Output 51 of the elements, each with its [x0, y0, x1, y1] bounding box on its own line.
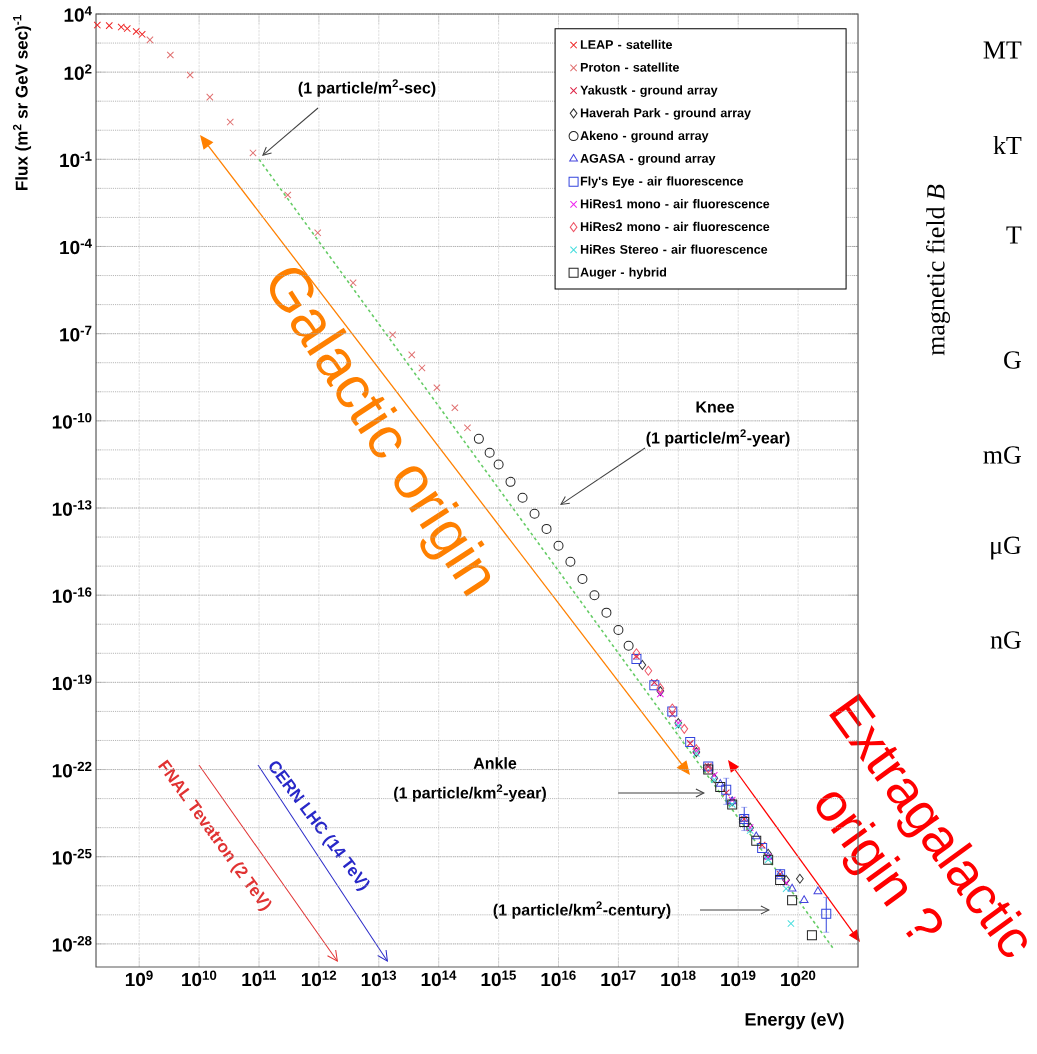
text: kT: [993, 135, 1022, 155]
text: T: [1006, 226, 1022, 244]
y-tick-label: 10$^{-28}$: [52, 936, 92, 952]
y-tick-label: 10$^{-10}$: [52, 412, 92, 429]
x-tick-label: 10$^{11}$: [242, 970, 276, 987]
y-tick-label: 10$^{-16}$: [52, 587, 92, 604]
text: nG: [990, 631, 1022, 649]
legend-label: Fly's Eye - air fluorescence: [580, 176, 744, 188]
y-axis-title: Flux (m$^{2}$ sr GeV sec)$^{-1}$: [12, 15, 32, 190]
text: mG: [983, 446, 1022, 464]
text: μG: [991, 536, 1021, 560]
x-tick-label: 10$^{13}$: [361, 970, 397, 987]
x-tick-label: 10$^{9}$: [125, 970, 153, 987]
legend-label: HiRes Stereo - air fluorescence: [580, 244, 768, 254]
x-axis-title: Energy (eV): [745, 1012, 844, 1030]
legend-label: HiRes2 mono - air fluorescence: [580, 221, 770, 232]
annotation: (1 particle/m$^{2}$-year): [646, 429, 790, 447]
annotation: (1 particle/km$^{2}$-century): [493, 901, 671, 919]
y-tick-label: 10$^{-7}$: [60, 325, 92, 342]
legend-label: Proton - satellite: [580, 62, 679, 72]
y-tick-label: 10$^{-22}$: [52, 761, 92, 778]
x-tick-label: 10$^{10}$: [182, 970, 217, 987]
legend-label: Yakustk - ground array: [580, 85, 718, 98]
legend-label: Haverah Park - ground array: [580, 108, 751, 120]
annotation: (1 particle/m$^{2}$-sec): [298, 79, 436, 97]
x-tick-label: 10$^{17}$: [601, 970, 636, 987]
annotation: Ankle: [473, 757, 517, 769]
legend-label: LEAP - satellite: [580, 39, 673, 49]
y-tick-label: 10$^{4}$: [64, 6, 92, 22]
y-tick-label: 10$^{-4}$: [60, 238, 92, 255]
annotation: (1 particle/km$^{2}$-year): [394, 784, 546, 802]
y-tick-label: 10$^{-13}$: [52, 500, 92, 516]
y-tick-label: 10$^{2}$: [64, 64, 92, 80]
legend-label: HiRes1 mono - air fluorescence: [580, 199, 770, 209]
text: magnetic field B: [926, 184, 950, 356]
x-tick-label: 10$^{18}$: [661, 970, 696, 987]
annotation: Knee: [696, 401, 735, 413]
legend-label: Auger - hybrid: [580, 267, 667, 280]
x-tick-label: 10$^{15}$: [481, 970, 516, 987]
text: MT: [983, 41, 1022, 59]
y-tick-label: 10$^{-1}$: [60, 151, 92, 168]
x-tick-label: 10$^{20}$: [781, 970, 816, 987]
x-tick-label: 10$^{19}$: [721, 970, 756, 987]
x-tick-label: 10$^{14}$: [421, 970, 457, 987]
y-tick-label: 10$^{-25}$: [52, 848, 92, 865]
x-tick-label: 10$^{16}$: [541, 970, 576, 987]
legend-label: AGASA - ground array: [580, 153, 716, 166]
y-tick-label: 10$^{-19}$: [52, 674, 92, 691]
legend-label: Akeno - ground array: [580, 130, 709, 143]
text: G: [1004, 351, 1022, 369]
x-tick-label: 10$^{12}$: [301, 970, 337, 987]
